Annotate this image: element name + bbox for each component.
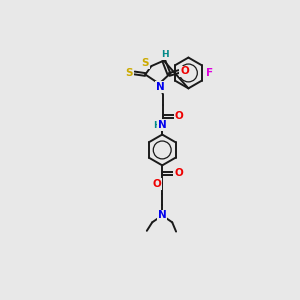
Text: H: H xyxy=(153,121,160,130)
Text: O: O xyxy=(152,179,161,189)
Text: N: N xyxy=(158,210,167,220)
Text: O: O xyxy=(175,111,184,121)
Text: F: F xyxy=(206,68,214,78)
Text: O: O xyxy=(180,66,189,76)
Text: S: S xyxy=(125,68,133,78)
Text: N: N xyxy=(158,120,167,130)
Text: N: N xyxy=(156,82,165,92)
Text: S: S xyxy=(142,58,149,68)
Text: H: H xyxy=(161,50,168,59)
Text: O: O xyxy=(174,168,183,178)
